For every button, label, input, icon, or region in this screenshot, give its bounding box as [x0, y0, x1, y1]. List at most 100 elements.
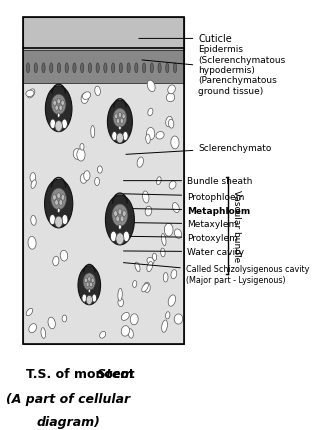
Ellipse shape	[55, 106, 58, 111]
Ellipse shape	[168, 120, 174, 129]
Ellipse shape	[57, 194, 61, 199]
Ellipse shape	[51, 95, 66, 115]
Ellipse shape	[31, 216, 36, 226]
Ellipse shape	[115, 114, 118, 120]
Ellipse shape	[118, 209, 122, 215]
Ellipse shape	[108, 101, 132, 144]
Ellipse shape	[161, 249, 165, 257]
Ellipse shape	[118, 289, 122, 301]
Ellipse shape	[112, 205, 128, 227]
Ellipse shape	[73, 64, 76, 74]
Ellipse shape	[166, 94, 175, 102]
Ellipse shape	[122, 211, 126, 217]
Ellipse shape	[156, 132, 164, 140]
Ellipse shape	[162, 320, 167, 332]
Ellipse shape	[121, 326, 129, 336]
Ellipse shape	[116, 233, 124, 245]
Ellipse shape	[121, 313, 129, 321]
Ellipse shape	[91, 126, 95, 138]
Ellipse shape	[118, 113, 121, 118]
Text: Epidermis
(Sclerenchymatous
hypodermis)
(Parenchymatous
ground tissue): Epidermis (Sclerenchymatous hypodermis) …	[142, 45, 286, 95]
Ellipse shape	[83, 273, 96, 291]
Ellipse shape	[119, 126, 121, 131]
Ellipse shape	[118, 225, 121, 230]
Ellipse shape	[142, 64, 146, 74]
Ellipse shape	[80, 144, 84, 151]
Ellipse shape	[137, 157, 143, 168]
Ellipse shape	[62, 120, 67, 129]
Ellipse shape	[95, 87, 100, 96]
Ellipse shape	[161, 234, 166, 246]
Ellipse shape	[146, 135, 150, 144]
Ellipse shape	[116, 216, 119, 222]
Ellipse shape	[50, 64, 53, 74]
Ellipse shape	[92, 294, 97, 303]
Ellipse shape	[153, 254, 157, 261]
Ellipse shape	[48, 317, 55, 329]
Ellipse shape	[166, 312, 170, 319]
Ellipse shape	[82, 92, 91, 100]
Ellipse shape	[57, 114, 60, 118]
Ellipse shape	[57, 99, 61, 105]
Ellipse shape	[147, 81, 155, 92]
Ellipse shape	[123, 231, 129, 242]
Ellipse shape	[168, 295, 175, 307]
Ellipse shape	[147, 258, 154, 265]
Text: Metaxylem: Metaxylem	[124, 220, 237, 229]
Ellipse shape	[31, 181, 36, 189]
Ellipse shape	[166, 64, 169, 74]
Text: Protoxylem: Protoxylem	[124, 233, 238, 243]
Ellipse shape	[113, 109, 127, 128]
Bar	[23, 18, 185, 344]
Ellipse shape	[28, 237, 36, 250]
Text: Water cavity: Water cavity	[124, 248, 244, 257]
Ellipse shape	[111, 64, 115, 74]
Ellipse shape	[118, 299, 124, 307]
Ellipse shape	[158, 64, 161, 74]
Text: Metaphloem: Metaphloem	[124, 206, 251, 215]
Ellipse shape	[166, 117, 173, 127]
Ellipse shape	[51, 189, 66, 210]
Ellipse shape	[53, 257, 59, 266]
Ellipse shape	[30, 173, 36, 183]
Ellipse shape	[96, 64, 99, 74]
Polygon shape	[23, 18, 185, 344]
Ellipse shape	[135, 64, 138, 74]
Ellipse shape	[52, 195, 56, 201]
Text: (A part of cellular: (A part of cellular	[6, 392, 130, 405]
Ellipse shape	[84, 278, 87, 283]
Ellipse shape	[135, 263, 140, 272]
Ellipse shape	[57, 209, 60, 213]
Ellipse shape	[95, 178, 99, 186]
Ellipse shape	[130, 314, 138, 325]
Ellipse shape	[61, 195, 65, 201]
Ellipse shape	[59, 200, 62, 206]
Ellipse shape	[26, 91, 34, 98]
Ellipse shape	[41, 328, 46, 338]
Ellipse shape	[105, 195, 134, 246]
Ellipse shape	[150, 64, 153, 74]
Text: Vascular bundle: Vascular bundle	[232, 190, 241, 262]
Ellipse shape	[88, 277, 91, 282]
Ellipse shape	[147, 262, 153, 272]
Ellipse shape	[119, 64, 122, 74]
Ellipse shape	[73, 149, 81, 160]
Text: Called Schizolysigenous cavity
(Major part - Lysigenous): Called Schizolysigenous cavity (Major pa…	[123, 263, 309, 284]
Ellipse shape	[86, 283, 89, 287]
Ellipse shape	[26, 64, 30, 74]
Text: T.S. of monocot: T.S. of monocot	[26, 367, 139, 380]
Ellipse shape	[127, 64, 130, 74]
Ellipse shape	[156, 177, 161, 185]
Text: Stem: Stem	[97, 367, 138, 380]
Ellipse shape	[114, 211, 118, 217]
Ellipse shape	[164, 224, 173, 236]
Ellipse shape	[84, 171, 90, 181]
Ellipse shape	[61, 101, 64, 106]
Ellipse shape	[88, 289, 90, 293]
Ellipse shape	[57, 64, 61, 74]
Ellipse shape	[98, 166, 102, 174]
Ellipse shape	[144, 283, 150, 293]
Ellipse shape	[173, 203, 179, 213]
Text: Cuticle: Cuticle	[139, 34, 232, 44]
Ellipse shape	[62, 215, 68, 225]
